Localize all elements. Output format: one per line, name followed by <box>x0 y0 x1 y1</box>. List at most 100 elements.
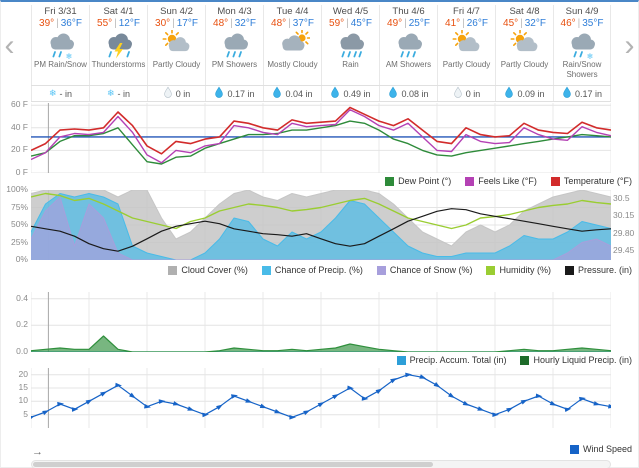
conditions-chart-area <box>30 189 612 261</box>
day-condition: Mostly Cloudy <box>267 60 318 69</box>
rain-snow-icon: ❄ <box>565 30 599 61</box>
day-condition: Partly Cloudy <box>152 60 201 69</box>
low-temp: 45°F <box>350 18 372 29</box>
high-temp: 45° <box>503 18 519 29</box>
pressure-legend-item: Pressure. (in) <box>564 265 632 275</box>
temp-separator: | <box>172 18 175 29</box>
precip-amount: 0.09 in <box>517 88 545 99</box>
y-axis-tick-label: 25% <box>10 237 28 247</box>
day-cell[interactable]: Sun 4/9 46° | 35°F ❄ Rain/Snow Showers <box>553 5 611 85</box>
day-condition: Rain <box>342 60 359 69</box>
precip-amount: - in <box>59 88 73 99</box>
y-axis-tick-label: 60 F <box>10 99 28 109</box>
gridlines <box>30 103 612 174</box>
precip-cell: 0.09 in <box>495 86 553 101</box>
day-temps: 45° | 32°F <box>503 18 546 29</box>
legend-label: Precip. Accum. Total (in) <box>409 355 507 365</box>
partly-cloudy-icon <box>450 29 484 60</box>
day-cell[interactable]: Mon 4/3 48° | 32°F PM Showers <box>205 5 263 85</box>
forecast-day-strip: Fri 3/31 39° | 36°F ❄ PM Rain/Snow Sat 4/1 55° |… <box>31 5 611 85</box>
legend-label: Chance of Precip. (%) <box>274 265 363 275</box>
day-name: Mon 4/3 <box>217 6 252 17</box>
temp-separator: | <box>230 18 233 29</box>
conditions-legend: Cloud Cover (%) Chance of Precip. (%) Chan… <box>31 264 632 276</box>
rain-icon <box>334 30 368 60</box>
day-cell[interactable]: Sat 4/1 55° | 12°F Thunderstorms <box>89 5 147 85</box>
precip-accum-legend-item: Precip. Accum. Total (in) <box>396 355 507 365</box>
precip-amount: 0.17 in <box>574 88 603 99</box>
day-name: Sun 4/9 <box>565 6 599 17</box>
precip-cell: ❄ - in <box>89 86 147 101</box>
legend-label: Cloud Cover (%) <box>181 265 248 275</box>
day-name: Sat 4/1 <box>103 6 134 17</box>
day-name: Fri 3/31 <box>44 6 77 17</box>
legend-swatch <box>564 265 574 275</box>
temperature-legend: Dew Point (°) Feels Like (°F) Temperature … <box>31 175 632 187</box>
horizontal-scrollbar[interactable] <box>31 460 611 468</box>
day-temps: 46° | 35°F <box>561 18 604 29</box>
day-condition: Rain/Snow Showers <box>562 60 602 79</box>
precipitation-chart[interactable] <box>30 292 612 353</box>
next-days-button[interactable]: › <box>621 24 638 68</box>
precipitation-chart-area <box>30 292 612 353</box>
precip-cell: 0.17 in <box>553 86 611 101</box>
snow-chance-legend-item: Chance of Snow (%) <box>376 265 473 275</box>
droplet-icon <box>330 86 340 101</box>
precip-amount: 0 in <box>465 88 481 99</box>
high-temp: 59° <box>329 18 345 29</box>
day-temps: 59° | 45°F <box>329 18 372 29</box>
day-temps: 55° | 12°F <box>97 18 140 29</box>
temperature-chart[interactable] <box>30 103 612 174</box>
humidity-legend-item: Humidity (%) <box>486 265 551 275</box>
day-condition: PM Rain/Snow <box>34 60 87 69</box>
showers-icon <box>218 30 252 60</box>
mostly-cloudy-icon <box>276 29 311 60</box>
legend-swatch <box>520 355 530 365</box>
dew-point-series <box>30 120 612 165</box>
temperature-series <box>30 106 612 155</box>
hourly-precip-series <box>30 335 612 353</box>
legend-swatch <box>261 265 271 275</box>
pressure-axis-label: 30.15 <box>613 210 635 220</box>
wind-speed-legend-item: Wind Speed <box>569 444 632 454</box>
legend-label: Chance of Snow (%) <box>389 265 473 275</box>
day-condition: Partly Cloudy <box>442 60 491 69</box>
precip-cell: 0.08 in <box>379 86 437 101</box>
legend-swatch <box>486 265 496 275</box>
day-cell[interactable]: Wed 4/5 59° | 45°F Rain <box>321 5 379 85</box>
scrollbar-thumb[interactable] <box>33 462 433 467</box>
legend-swatch <box>569 444 579 454</box>
day-cell[interactable]: Fri 4/7 41° | 26°F Partly Cloudy <box>437 5 495 85</box>
partly-cloudy-icon <box>160 29 194 60</box>
wind-speed-series <box>27 372 615 421</box>
y-axis-tick-label: 5 <box>23 409 28 419</box>
temp-separator: | <box>577 18 581 29</box>
droplet-icon <box>562 86 572 101</box>
temp-separator: | <box>114 18 117 29</box>
temp-separator: | <box>462 18 465 29</box>
wind-legend: Wind Speed <box>31 443 632 455</box>
wind-chart-area <box>27 368 615 428</box>
precip-amount: - in <box>117 88 131 99</box>
time-axis-arrow: → <box>32 446 43 458</box>
day-cell[interactable]: Fri 3/31 39° | 36°F ❄ PM Rain/Snow <box>31 5 89 85</box>
y-axis-tick-label: 0% <box>15 254 28 264</box>
low-temp: 25°F <box>408 18 430 29</box>
day-cell[interactable]: Sun 4/2 30° | 17°F Partly Cloudy <box>147 5 205 85</box>
day-name: Sat 4/8 <box>509 6 540 17</box>
day-temps: 48° | 32°F <box>213 18 256 29</box>
day-cell[interactable]: Sat 4/8 45° | 32°F Partly Cloudy <box>495 5 553 85</box>
conditions-chart[interactable] <box>30 189 612 261</box>
wind-chart[interactable] <box>27 368 615 428</box>
precip-cell: 0.04 in <box>263 86 321 101</box>
chevron-left-icon: ‹ <box>4 29 15 62</box>
legend-swatch <box>396 355 406 365</box>
day-cell[interactable]: Thu 4/6 49° | 25°F AM Showers <box>379 5 437 85</box>
day-cell[interactable]: Tue 4/4 48° | 37°F Mostly Cloudy <box>263 5 321 85</box>
legend-label: Wind Speed <box>582 444 632 454</box>
prev-days-button[interactable]: ‹ <box>1 24 18 68</box>
precip-amount: 0.49 in <box>343 88 371 99</box>
temp-separator: | <box>56 18 59 29</box>
temp-separator: | <box>404 18 407 29</box>
droplet-icon <box>272 86 282 101</box>
